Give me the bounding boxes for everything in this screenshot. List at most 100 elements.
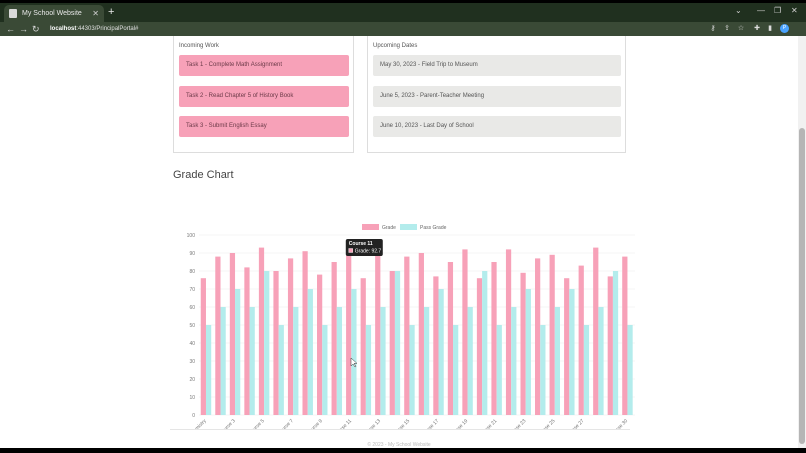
close-window-icon[interactable]: ✕ [791, 6, 798, 15]
tooltip-title: Course 11 [349, 241, 373, 247]
upcoming-dates-card: Upcoming Dates May 30, 2023 - Field Trip… [367, 36, 626, 153]
pass-grade-bar [482, 271, 488, 415]
x-tick-label: Course 5 [247, 418, 266, 430]
grade-bar [607, 276, 613, 415]
share-icon[interactable]: ⇪ [724, 25, 730, 32]
legend-swatch [362, 224, 379, 230]
minimize-icon[interactable]: — [757, 6, 765, 15]
extensions-icon[interactable]: ✚ [754, 25, 760, 32]
profile-avatar[interactable]: P [780, 24, 789, 33]
grade-bar [462, 249, 468, 415]
restore-icon[interactable]: ❐ [774, 6, 782, 15]
grade-bar [505, 249, 512, 415]
y-tick-label: 70 [189, 287, 195, 293]
pass-grade-bar [612, 271, 619, 415]
pass-grade-bar [525, 289, 531, 415]
tab-title: My School Website [22, 10, 82, 17]
page-content: Incoming Work Task 1 - Complete Math Ass… [0, 36, 798, 448]
address-bar: ← → ↻ localhost:44303/PrincipalPortal# ⚷… [0, 22, 806, 36]
y-tick-label: 80 [189, 269, 195, 275]
forward-icon[interactable]: → [19, 24, 28, 34]
pass-grade-bar [322, 325, 328, 415]
pass-grade-bar [278, 325, 284, 415]
pass-grade-bar [511, 307, 517, 415]
incoming-work-card: Incoming Work Task 1 - Complete Math Ass… [173, 36, 354, 153]
pass-grade-bar [569, 289, 575, 415]
y-tick-label: 100 [187, 233, 196, 239]
date-item[interactable]: May 30, 2023 - Field Trip to Museum [373, 55, 621, 76]
pass-grade-bar [205, 325, 212, 415]
url-field[interactable]: localhost:44303/PrincipalPortal# [50, 22, 138, 36]
grade-bar [287, 258, 294, 415]
task-item[interactable]: Task 1 - Complete Math Assignment [179, 55, 349, 76]
upcoming-dates-heading: Upcoming Dates [373, 43, 418, 49]
new-tab-button[interactable]: + [108, 6, 115, 18]
pass-grade-bar [220, 307, 226, 415]
grade-bar [389, 271, 395, 415]
grade-bar [535, 258, 541, 415]
task-item[interactable]: Task 3 - Submit English Essay [179, 116, 349, 137]
grade-bar [491, 262, 497, 415]
x-tick-label: Course 25 [536, 418, 557, 430]
date-item[interactable]: June 5, 2023 - Parent-Teacher Meeting [373, 86, 621, 107]
grade-bar [404, 256, 410, 415]
grade-bar [244, 267, 250, 415]
pass-grade-bar [307, 289, 313, 415]
task-item[interactable]: Task 2 - Read Chapter 5 of History Book [179, 86, 349, 107]
y-tick-label: 90 [189, 251, 195, 257]
grade-bar [229, 253, 236, 415]
x-tick-label: Course 27 [565, 418, 586, 430]
grade-bar [418, 253, 424, 415]
star-icon[interactable]: ☆ [737, 25, 745, 32]
pass-grade-bar [249, 307, 255, 415]
x-tick-label: Course 3 [218, 418, 237, 430]
x-tick-label: Course 13 [362, 418, 383, 430]
grade-bar [317, 274, 323, 415]
x-tick-label: Course 21 [478, 418, 499, 430]
pass-grade-bar [409, 325, 415, 415]
y-tick-label: 20 [189, 377, 195, 383]
pass-grade-bar [438, 289, 444, 415]
pass-grade-bar [453, 325, 459, 415]
browser-tab[interactable]: My School Website ✕ [4, 5, 104, 22]
x-tick-label: Course 11 [333, 418, 353, 430]
grade-bar [302, 251, 308, 415]
footer-divider [170, 429, 630, 430]
pass-grade-bar [627, 325, 633, 415]
reload-icon[interactable]: ↻ [32, 24, 40, 34]
grade-bar [215, 256, 221, 415]
y-tick-label: 0 [192, 413, 195, 419]
y-tick-label: 10 [189, 395, 195, 401]
grade-bar [549, 254, 555, 415]
back-icon[interactable]: ← [6, 24, 15, 34]
incoming-work-heading: Incoming Work [179, 43, 219, 49]
grade-bar [258, 247, 265, 415]
sidebar-icon[interactable]: ▮ [768, 25, 772, 32]
date-item[interactable]: June 10, 2023 - Last Day of School [373, 116, 621, 137]
grade-bar [564, 278, 570, 415]
pass-grade-bar [394, 271, 401, 415]
grade-bar [360, 278, 366, 415]
footer-text: © 2023 - My School Website [367, 442, 431, 448]
x-tick-label: Course 23 [507, 418, 528, 430]
x-tick-label: Course 15 [391, 418, 412, 430]
grade-bar [273, 271, 279, 415]
pass-grade-bar [423, 307, 430, 415]
grade-bar [622, 256, 628, 415]
x-tick-label: Course 17 [420, 418, 441, 430]
legend-label: Grade [382, 225, 396, 231]
grade-bar [447, 262, 454, 415]
url-host: localhost [50, 26, 77, 32]
mouse-cursor-icon [350, 357, 358, 368]
bottom-edge [0, 448, 806, 453]
y-tick-label: 60 [189, 305, 195, 311]
page-scrollbar[interactable] [798, 36, 806, 448]
close-tab-icon[interactable]: ✕ [92, 9, 99, 18]
scrollbar-thumb[interactable] [799, 128, 805, 444]
key-icon[interactable]: ⚷ [710, 25, 716, 32]
pass-grade-bar [540, 325, 546, 415]
pass-grade-bar [336, 307, 343, 415]
chevron-down-icon[interactable]: ⌄ [735, 6, 742, 15]
pass-grade-bar [293, 307, 299, 415]
